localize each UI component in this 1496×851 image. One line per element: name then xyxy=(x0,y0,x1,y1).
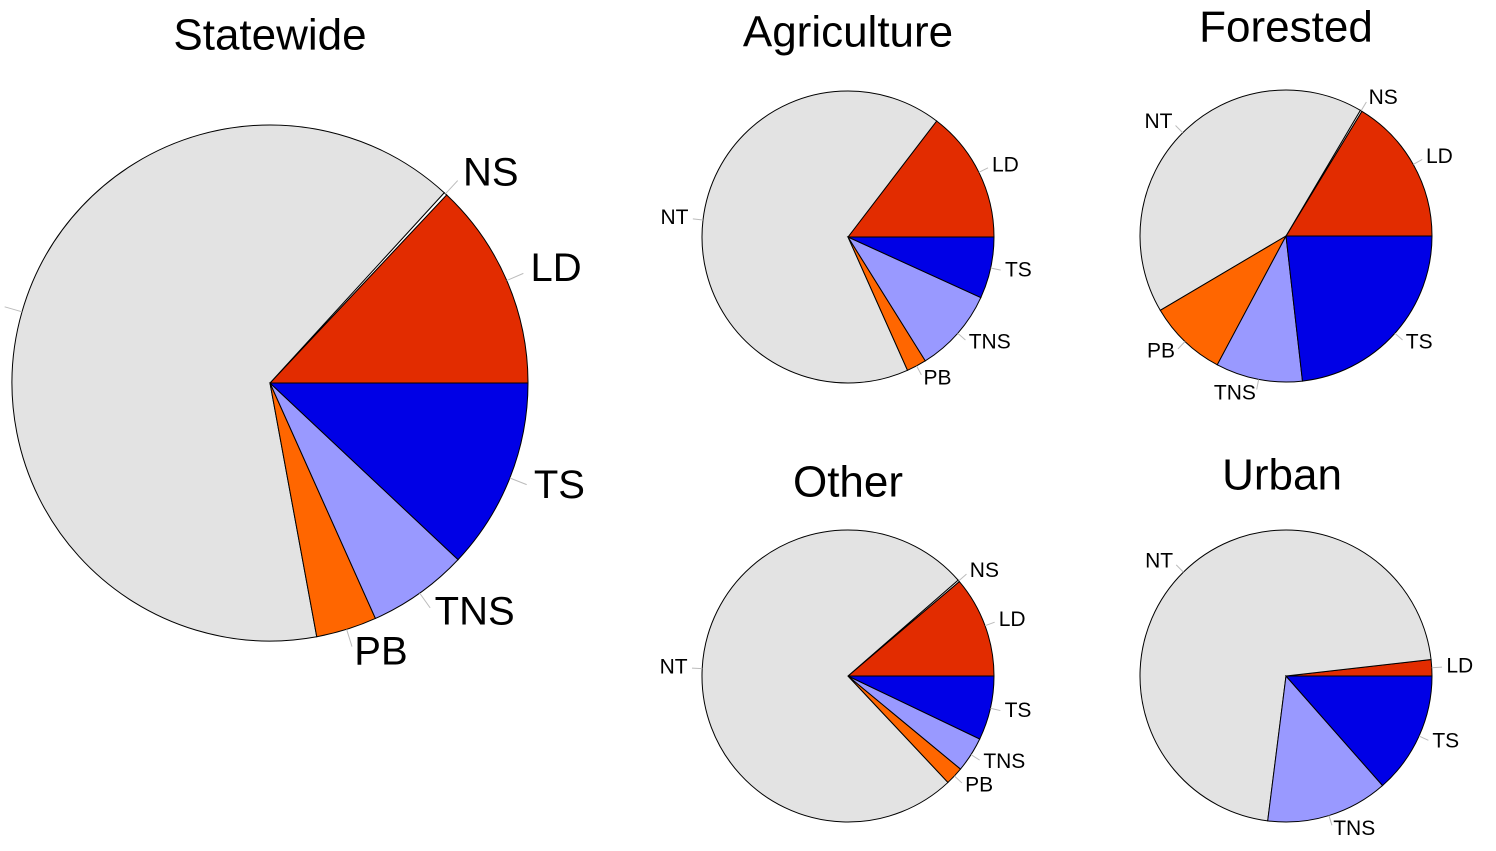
leader-line xyxy=(692,218,704,221)
leader-line xyxy=(1360,101,1367,112)
leader-line xyxy=(691,667,703,670)
leader-line xyxy=(445,180,459,195)
chart-title: Urban xyxy=(1222,451,1342,500)
pie-slice xyxy=(846,120,995,238)
leader-line xyxy=(957,332,966,341)
slice-label: NS xyxy=(463,150,519,194)
pie-slice xyxy=(1139,529,1432,822)
slice-label: PB xyxy=(354,630,407,674)
pie-slice xyxy=(11,124,445,642)
pie-slice xyxy=(1216,234,1304,383)
pie-slice xyxy=(846,580,995,677)
chart-title: Agriculture xyxy=(743,8,953,57)
slice-label: LD xyxy=(999,608,1026,631)
pie-slice xyxy=(846,235,982,362)
leader-line xyxy=(1256,379,1260,390)
pie-slice xyxy=(847,236,995,299)
slice-label: NT xyxy=(660,206,688,229)
pie-slice xyxy=(268,194,529,384)
leader-line xyxy=(954,775,963,784)
leader-line xyxy=(916,365,922,376)
slice-label: TNS xyxy=(1333,817,1375,840)
slice-label: TS xyxy=(1432,730,1459,753)
leader-line xyxy=(1418,735,1429,741)
slice-label: TS xyxy=(1005,699,1032,722)
pie-slice xyxy=(701,529,959,823)
leader-line xyxy=(970,754,980,761)
leader-line xyxy=(1413,159,1423,165)
slice-label: PB xyxy=(965,773,993,796)
leader-line xyxy=(1175,564,1184,573)
leader-line xyxy=(4,306,23,313)
leader-line xyxy=(1177,341,1186,350)
chart-title: Statewide xyxy=(173,11,366,60)
pie-slice xyxy=(1285,235,1433,382)
slice-label: TNS xyxy=(983,750,1025,773)
leader-line xyxy=(958,573,967,582)
slice-label: PB xyxy=(923,366,951,389)
slice-label: TS xyxy=(534,463,585,507)
slice-label: NT xyxy=(660,655,688,678)
slice-label: PB xyxy=(1147,340,1175,363)
slice-label: LD xyxy=(992,153,1019,176)
leader-line xyxy=(990,707,1001,712)
slice-label: TNS xyxy=(1214,381,1256,404)
slice-label: NS xyxy=(970,559,999,582)
pie-slice xyxy=(268,382,529,561)
pie-slice xyxy=(1267,674,1384,823)
chart-title: Other xyxy=(793,458,903,507)
chart-title: Forested xyxy=(1199,3,1373,52)
leader-line xyxy=(1328,815,1333,826)
slice-label: TNS xyxy=(435,590,515,634)
leader-line xyxy=(1431,666,1442,669)
leader-line xyxy=(1394,332,1403,341)
pie-slice xyxy=(701,90,938,384)
slice-label: TS xyxy=(1406,331,1433,354)
slice-label: NT xyxy=(1144,110,1172,133)
pie-slice xyxy=(847,675,995,740)
pie-slice xyxy=(1285,110,1433,237)
slice-label: LD xyxy=(1426,145,1453,168)
slice-label: NT xyxy=(1145,549,1173,572)
leader-line xyxy=(984,621,995,627)
leader-line xyxy=(419,592,431,609)
leader-line xyxy=(978,167,989,173)
pie-slice xyxy=(1284,675,1433,787)
leader-line xyxy=(990,267,1001,271)
leader-line xyxy=(346,629,353,647)
leader-line xyxy=(509,477,527,486)
leader-line xyxy=(1175,125,1184,134)
leader-line xyxy=(506,272,524,281)
slice-label: NS xyxy=(1369,86,1398,109)
slice-label: LD xyxy=(530,246,581,290)
slice-label: TS xyxy=(1005,259,1032,282)
pie-slice xyxy=(1139,89,1362,312)
slice-label: LD xyxy=(1446,654,1473,677)
slice-label: TNS xyxy=(969,330,1011,353)
